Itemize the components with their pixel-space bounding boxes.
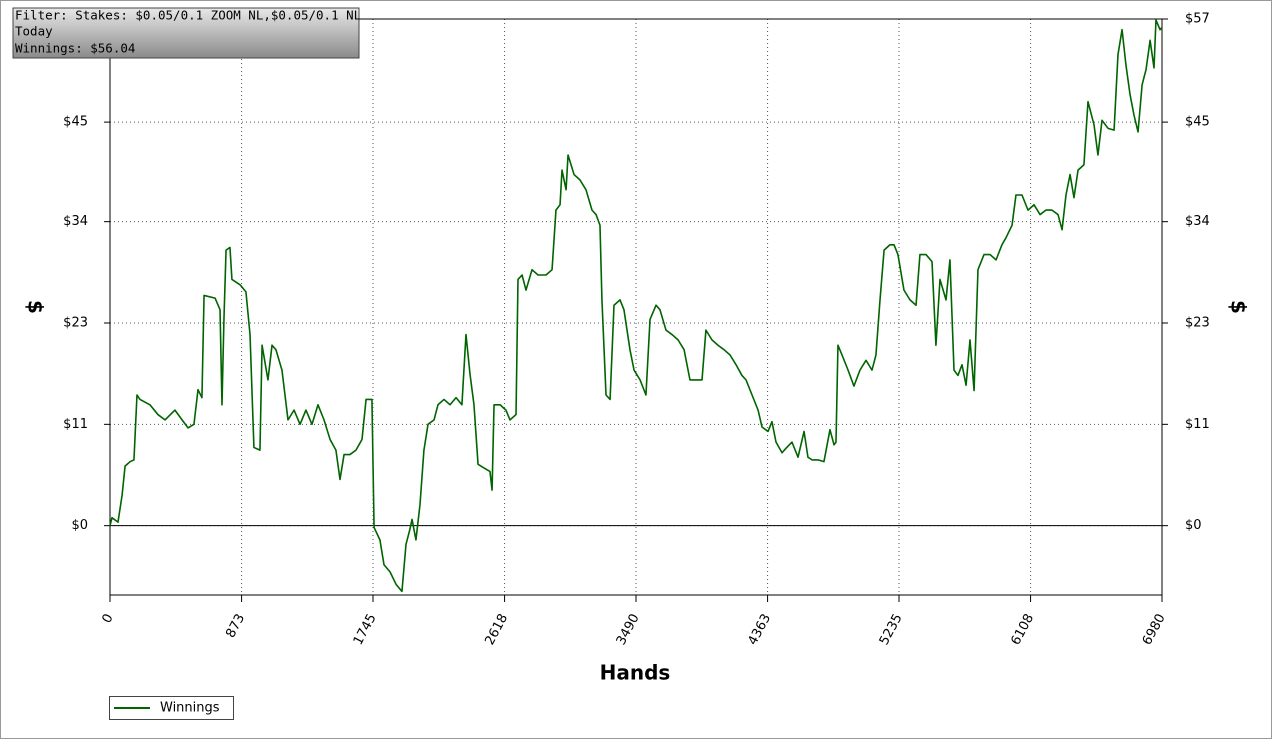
y2-tick-label: $11 xyxy=(1185,417,1210,432)
y-tick-label: $11 xyxy=(63,417,88,432)
y-axis-label: $ xyxy=(24,300,48,314)
legend-label: Winnings xyxy=(160,701,220,716)
y-tick-label: $34 xyxy=(63,214,88,229)
y2-tick-label: $23 xyxy=(1185,316,1210,331)
y2-tick-label: $57 xyxy=(1185,12,1210,27)
x-axis-label: Hands xyxy=(600,661,671,685)
legend-box xyxy=(109,696,234,720)
series-line xyxy=(109,19,1163,593)
y2-tick-label: $34 xyxy=(1185,214,1210,229)
y-tick-label: $0 xyxy=(71,518,88,533)
y-tick-label: $23 xyxy=(63,316,88,331)
y2-tick-label: $0 xyxy=(1185,518,1202,533)
y2-axis-label: $ xyxy=(1227,300,1251,314)
y2-tick-label: $45 xyxy=(1185,115,1210,130)
plot-area: $0$0$11$11$23$23$34$34$45$45$57$57087317… xyxy=(63,12,1210,648)
filter-text: Filter: Stakes: $0.05/0.1 ZOOM NL,$0.05/… xyxy=(15,8,361,23)
filter-box xyxy=(12,7,360,59)
filter-period: Today xyxy=(15,24,53,39)
filter-winnings: Winnings: $56.04 xyxy=(15,41,135,56)
y-tick-label: $45 xyxy=(63,115,88,130)
